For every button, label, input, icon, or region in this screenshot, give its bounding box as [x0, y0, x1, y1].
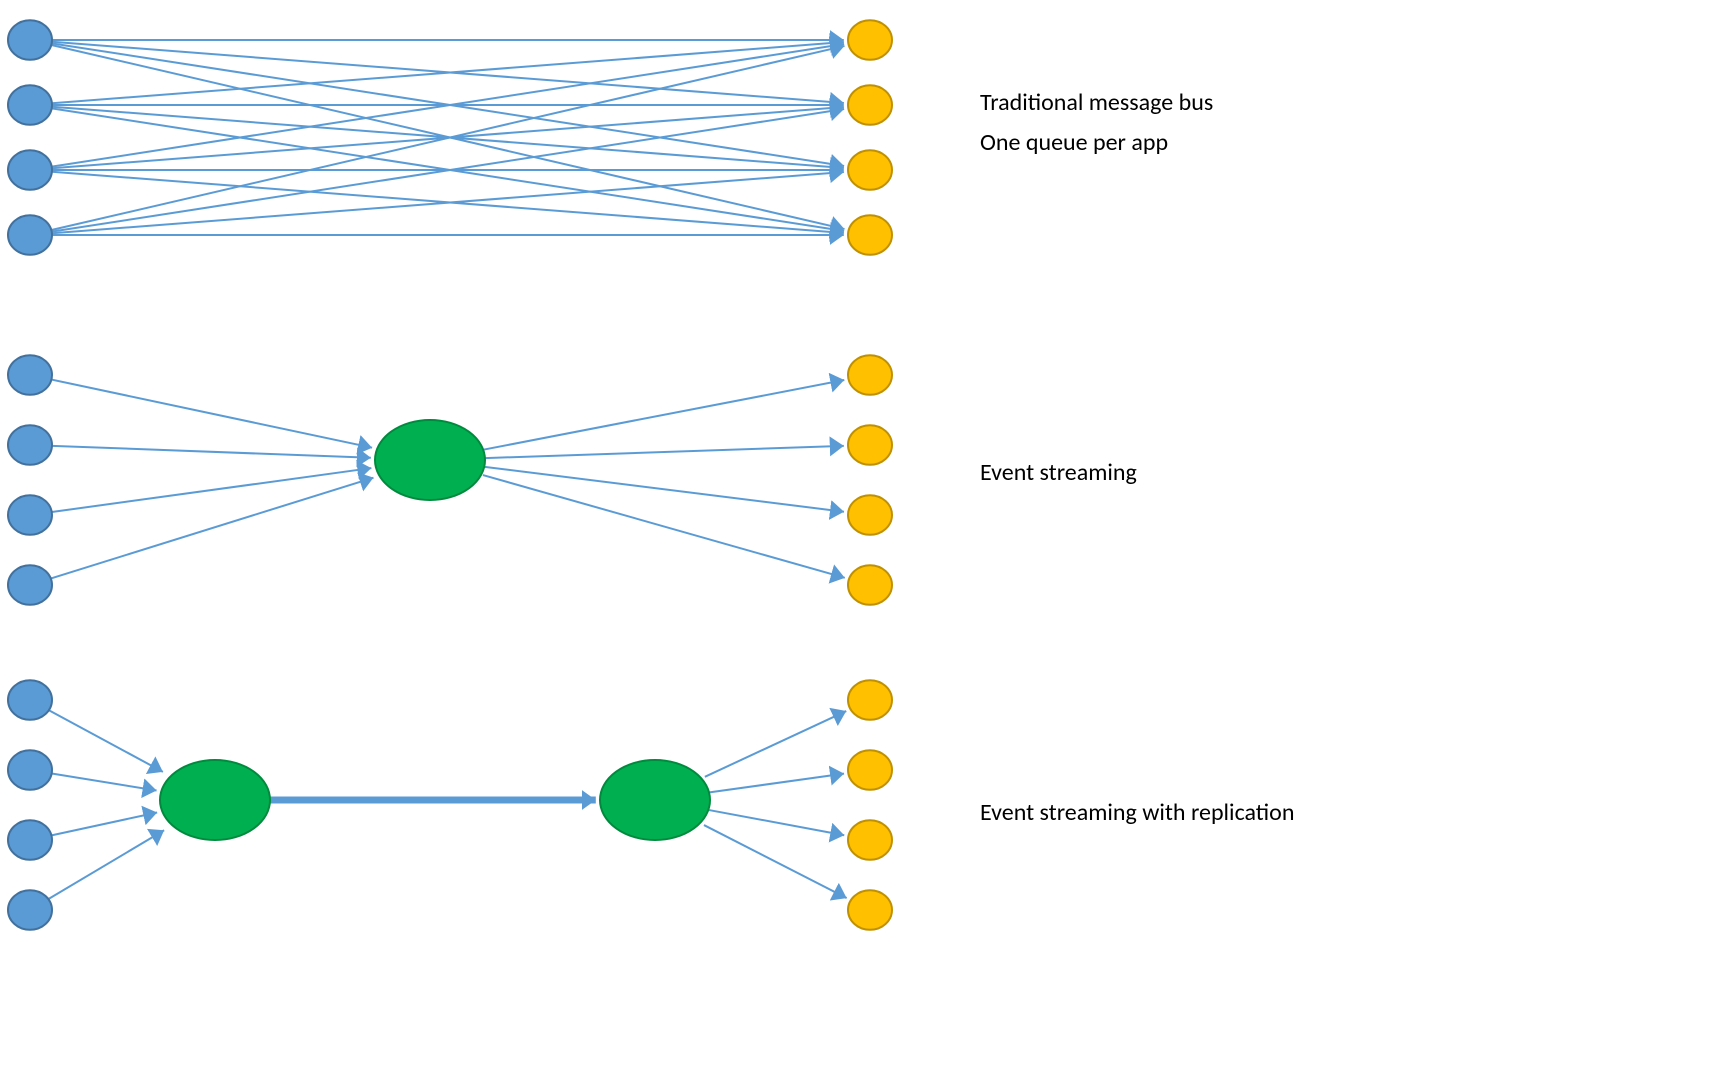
row3-hub-1: [160, 760, 270, 840]
row2-dst-3: [848, 565, 892, 605]
row1-dst-3: [848, 215, 892, 255]
row2-hub: [375, 420, 485, 500]
row1-dst-2: [848, 150, 892, 190]
row2-out-0: [484, 380, 844, 450]
row2-dst-0: [848, 355, 892, 395]
row2-out-3: [483, 475, 845, 578]
row2-in-3: [51, 478, 373, 579]
row1-src-2: [8, 150, 52, 190]
text-layer: Traditional message bus One queue per app…: [980, 88, 1294, 827]
row2-dst-1: [848, 425, 892, 465]
row1-src-0: [8, 20, 52, 60]
row3-dst-2: [848, 820, 892, 860]
nodes-layer: [8, 20, 892, 930]
row3-src-3: [8, 890, 52, 930]
row3-out-3: [704, 825, 847, 898]
row2-src-3: [8, 565, 52, 605]
row2-src-0: [8, 355, 52, 395]
row2-in-1: [52, 446, 371, 458]
row3-out-1: [709, 774, 844, 793]
row3-hub-2: [600, 760, 710, 840]
row1-label-b: One queue per app: [980, 128, 1168, 157]
row3-src-1: [8, 750, 52, 790]
row3-dst-1: [848, 750, 892, 790]
row1-label-a: Traditional message bus: [980, 88, 1213, 117]
row1-dst-1: [848, 85, 892, 125]
row2-in-2: [52, 468, 372, 512]
row1-dst-0: [848, 20, 892, 60]
row3-out-2: [709, 810, 844, 835]
row2-out-2: [485, 467, 844, 512]
row3-out-0: [705, 711, 846, 777]
row3-src-2: [8, 820, 52, 860]
row3-dst-3: [848, 890, 892, 930]
row2-src-2: [8, 495, 52, 535]
row3-in-1: [52, 774, 157, 791]
row1-src-1: [8, 85, 52, 125]
row3-in-3: [49, 830, 164, 899]
row3-in-2: [52, 813, 158, 836]
row3-in-0: [49, 710, 163, 771]
row3-src-0: [8, 680, 52, 720]
row2-src-1: [8, 425, 52, 465]
row3-dst-0: [848, 680, 892, 720]
row2-out-1: [485, 446, 844, 458]
row3-label: Event streaming with replication: [980, 798, 1294, 827]
row2-dst-2: [848, 495, 892, 535]
row2-in-0: [52, 380, 373, 448]
row2-label: Event streaming: [980, 458, 1137, 487]
row1-src-3: [8, 215, 52, 255]
